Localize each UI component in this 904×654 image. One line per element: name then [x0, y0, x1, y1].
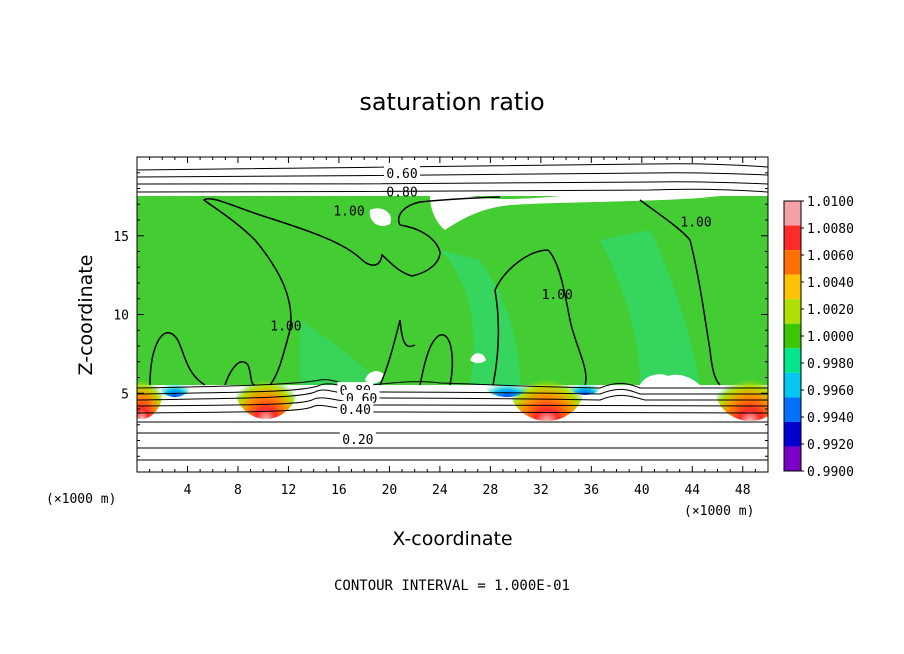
contour-label: 0.40 [340, 403, 371, 418]
colorbar-tick-label: 1.0080 [807, 222, 854, 237]
supersaturation-hotspot [234, 351, 298, 419]
x-tick-label: 36 [583, 483, 599, 498]
unsaturated-patch [640, 374, 700, 385]
contour-labels: 0.600.801.001.001.001.000.800.600.400.20 [270, 164, 712, 448]
contour-label-bg [339, 430, 376, 445]
x-tick-label: 8 [234, 483, 242, 498]
y-tick-label: 15 [113, 230, 129, 245]
x-tick-label: 24 [432, 483, 448, 498]
colorbar-segment [784, 421, 801, 447]
contour-label: 0.20 [342, 433, 373, 448]
contour-label: 1.00 [270, 320, 301, 335]
colorbar-segment [784, 323, 801, 349]
x-tick-label: 16 [331, 483, 347, 498]
unsaturated-patch [369, 208, 391, 227]
y-tick-label: 10 [113, 309, 129, 324]
contour-label-bg [384, 164, 421, 179]
chart-title: saturation ratio [359, 88, 545, 116]
plot-area: 0.600.801.001.001.001.000.800.600.400.20 [137, 163, 768, 461]
colorbar-tick-label: 0.9920 [807, 438, 854, 453]
x-tick-label: 12 [281, 483, 297, 498]
y-axis-ticks: 5 10 15 [113, 172, 768, 457]
contour-label: 1.00 [333, 205, 364, 220]
saturation-contours [149, 196, 721, 386]
low-saturation-region [600, 230, 700, 385]
x-tick-label: 44 [684, 483, 700, 498]
x-tick-label: 20 [382, 483, 398, 498]
x-tick-label: 32 [533, 483, 549, 498]
x-tick-label: 4 [184, 483, 192, 498]
colorbar-segment [784, 372, 801, 398]
colorbar-segment [784, 299, 801, 324]
subsaturation-spot [159, 373, 191, 397]
supersaturation-hotspot [509, 349, 585, 421]
unsaturated-patch [470, 353, 486, 363]
colorbar-segment [784, 250, 801, 275]
contour-label: 1.00 [542, 288, 573, 303]
colorbar-tick-label: 1.0060 [807, 249, 854, 264]
colorbar-segment [784, 201, 801, 226]
colorbar-tick-label: 0.9940 [807, 411, 854, 426]
colorbar-tick-label: 1.0040 [807, 276, 854, 291]
x-unit-label-left: (×1000 m) [46, 492, 117, 507]
supersaturation-hotspot [714, 349, 768, 421]
colorbar-tick-label: 1.0100 [807, 195, 854, 210]
colorbar: 1.0100 1.0080 1.0060 1.0040 1.0020 1.0000 0.99… [783, 195, 854, 480]
colorbar-segment [784, 225, 801, 251]
contour-label: 0.60 [386, 167, 417, 182]
contour-label-bg [337, 401, 374, 415]
x-unit-label-right: (×1000 m) [684, 504, 755, 519]
stable-layer-contours [137, 163, 768, 461]
x-axis-label: X-coordinate [392, 528, 513, 550]
x-tick-label: 40 [634, 483, 650, 498]
supersaturation-hotspot [137, 351, 164, 419]
contour-label: 0.80 [386, 186, 417, 201]
colorbar-tick-label: 0.9960 [807, 384, 854, 399]
unsaturated-patch [365, 371, 385, 384]
colorbar-tick-label: 0.9900 [807, 465, 854, 480]
contour-interval-note: CONTOUR INTERVAL = 1.000E-01 [333, 578, 570, 594]
x-tick-label: 28 [483, 483, 499, 498]
colorbar-segment [784, 274, 801, 300]
colorbar-segment [784, 397, 801, 422]
colorbar-tick-label: 1.0020 [807, 303, 854, 318]
contour-label-bg [343, 389, 380, 404]
x-axis-ticks: 4 8 12 16 20 24 28 32 36 40 44 48 [149, 157, 756, 498]
colorbar-tick-label: 0.9980 [807, 357, 854, 372]
colorbar-segment [784, 348, 801, 373]
low-saturation-region [300, 320, 380, 385]
colorbar-tick-label: 1.0000 [807, 330, 854, 345]
y-tick-label: 5 [121, 387, 129, 402]
contour-label: 1.00 [680, 216, 711, 231]
x-tick-label: 48 [735, 483, 751, 498]
colorbar-segment [784, 446, 801, 471]
unsaturated-patch [430, 196, 720, 230]
low-saturation-region [440, 250, 520, 385]
